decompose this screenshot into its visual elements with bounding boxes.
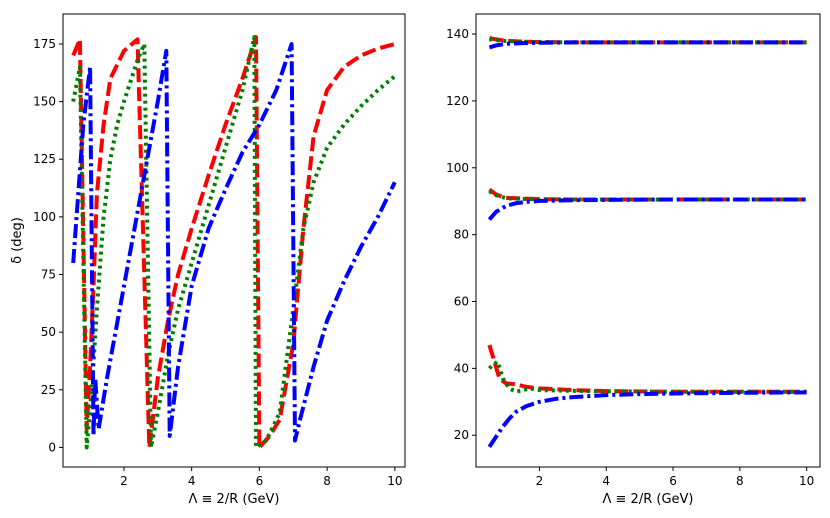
- series-line-4: [488, 189, 807, 202]
- y-tick-label: 150: [33, 95, 56, 109]
- right-panel: 2 4 6 8 10 20 40 60 80 100 120 140 Λ ≡ 2/R (GeV): [446, 13, 821, 507]
- series-line-1: [489, 37, 807, 45]
- y-tick-label: 100: [446, 161, 469, 175]
- x-tick-label: 8: [736, 474, 744, 488]
- series-group: [71, 35, 397, 450]
- x-tick-label: 2: [536, 474, 544, 488]
- x-tick-label: 10: [799, 474, 814, 488]
- x-tick-label: 8: [323, 474, 331, 488]
- y-tick-label: 120: [446, 94, 469, 108]
- y-tick-label: 175: [33, 37, 56, 51]
- y-tick-label: 0: [48, 440, 56, 454]
- x-axis-label: Λ ≡ 2/R (GeV): [189, 492, 280, 507]
- y-tick-label: 60: [454, 295, 469, 309]
- y-tick-label: 80: [454, 228, 469, 242]
- plot-frame: [62, 13, 406, 468]
- series-line-2: [71, 42, 397, 443]
- series-line-2: [488, 40, 807, 50]
- y-tick-label: 140: [446, 27, 469, 41]
- series-group: [487, 36, 807, 449]
- x-tick-label: 4: [188, 474, 196, 488]
- y-tick-label: 125: [33, 152, 56, 166]
- x-tick-label: 2: [120, 474, 128, 488]
- y-tick-label: 40: [454, 361, 469, 375]
- y-axis-label: δ (deg): [10, 217, 25, 264]
- series-line-1: [71, 35, 397, 450]
- series-line-5: [487, 197, 807, 221]
- x-tick-label: 10: [387, 474, 402, 488]
- y-tick-label: 100: [33, 210, 56, 224]
- series-line-0: [71, 35, 396, 450]
- plot-frame: [475, 13, 821, 468]
- x-tick-label: 4: [602, 474, 610, 488]
- y-tick-label: 25: [41, 383, 56, 397]
- series-line-7: [487, 359, 807, 394]
- x-tick-label: 6: [256, 474, 264, 488]
- y-tick-label: 75: [41, 268, 56, 282]
- x-tick-label: 6: [669, 474, 677, 488]
- x-axis-label: Λ ≡ 2/R (GeV): [603, 492, 694, 507]
- y-tick-label: 20: [454, 428, 469, 442]
- series-line-8: [487, 390, 807, 449]
- y-tick-label: 50: [41, 325, 56, 339]
